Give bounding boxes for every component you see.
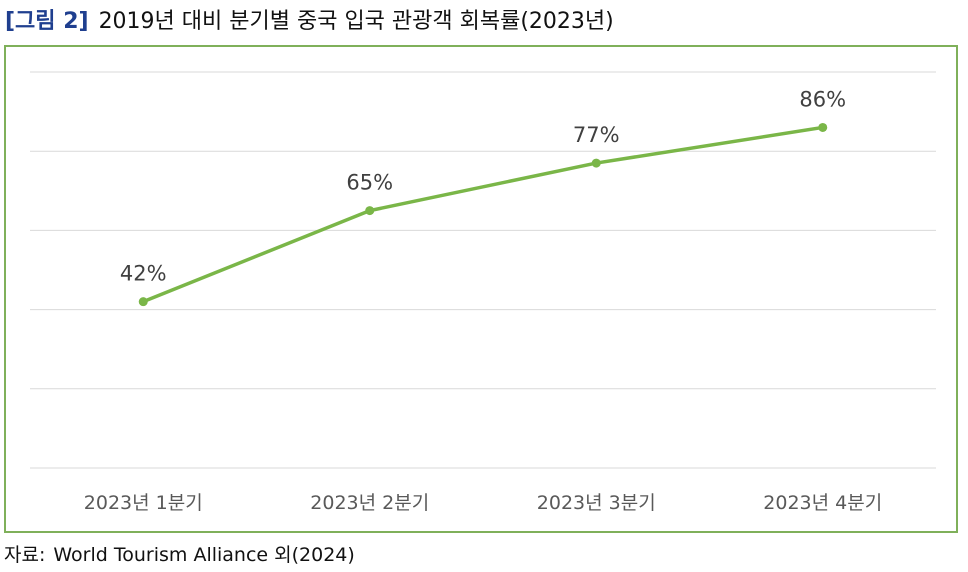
- data-label-1: 42%: [120, 262, 167, 286]
- line-chart: 42% 65% 77% 86% 2023년 1분기 2023년 2분기 2023년 3분기…: [30, 71, 936, 514]
- data-label-4: 86%: [799, 87, 846, 111]
- source-text: World Tourism Alliance 외(2024): [53, 544, 355, 566]
- source-note: 자료: World Tourism Alliance 외(2024): [4, 540, 355, 570]
- series-line-group: [141, 125, 825, 304]
- x-tick-label-2: 2023년 2분기: [310, 492, 429, 514]
- x-tick-label-3: 2023년 3분기: [537, 492, 656, 514]
- figure-title: [그림 2] 2019년 대비 분기별 중국 입국 관광객 회복률(2023년): [5, 6, 614, 38]
- source-label: 자료:: [4, 544, 46, 566]
- data-point-4: [818, 122, 828, 132]
- x-tick-label-1: 2023년 1분기: [84, 492, 203, 514]
- data-point-2: [365, 206, 375, 216]
- data-label-3: 77%: [573, 123, 620, 147]
- gridlines: [30, 71, 936, 469]
- data-labels: 42% 65% 77% 86%: [120, 87, 846, 285]
- data-label-2: 65%: [346, 171, 393, 195]
- x-tick-label-4: 2023년 4분기: [763, 492, 882, 514]
- series-line: [141, 125, 825, 304]
- data-points: [138, 122, 828, 307]
- data-point-1: [138, 297, 148, 307]
- data-point-3: [591, 158, 601, 168]
- figure-title-text: 2019년 대비 분기별 중국 입국 관광객 회복률(2023년): [98, 9, 614, 34]
- x-axis-tick-labels: 2023년 1분기 2023년 2분기 2023년 3분기 2023년 4분기: [84, 492, 882, 514]
- chart-frame: 42% 65% 77% 86% 2023년 1분기 2023년 2분기 2023년 3분기…: [4, 45, 958, 533]
- figure-label: [그림 2]: [5, 9, 89, 34]
